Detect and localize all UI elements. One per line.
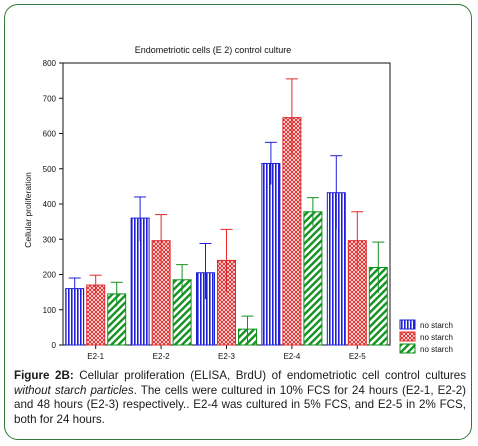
y-tick-label: 100	[43, 306, 57, 315]
caption-text-after: . The cells were cultured in 10% FCS for…	[14, 383, 466, 426]
figure-caption: Figure 2B: Cellular proliferation (ELISA…	[14, 369, 466, 427]
legend-swatch	[399, 319, 416, 330]
legend-swatch	[399, 343, 416, 354]
y-tick-label: 400	[43, 200, 57, 209]
y-tick-label: 0	[52, 341, 57, 350]
y-tick-label: 800	[43, 59, 57, 68]
legend-label: no starch	[420, 321, 453, 330]
y-axis-label: Cellular proliferation	[23, 172, 33, 248]
bar-chart: Endometriotic cells (E 2) control cultur…	[23, 45, 453, 361]
legend-label: no starch	[420, 333, 453, 342]
caption-text-italic: without starch particles	[14, 383, 134, 397]
x-tick-label: E2-5	[349, 352, 366, 361]
x-tick-label: E2-2	[153, 352, 170, 361]
bar	[261, 162, 281, 346]
figure-frame	[4, 4, 472, 440]
caption-label: Figure 2B:	[14, 369, 74, 382]
y-tick-label: 200	[43, 271, 57, 280]
x-tick-label: E2-3	[218, 352, 235, 361]
legend-swatch	[399, 331, 416, 342]
bar	[303, 211, 323, 346]
y-tick-label: 500	[43, 165, 57, 174]
legend-label: no starch	[420, 345, 453, 354]
chart-title: Endometriotic cells (E 2) control cultur…	[135, 45, 292, 55]
caption-text-before: Cellular proliferation (ELISA, BrdU) of …	[73, 369, 466, 382]
y-tick-label: 600	[43, 130, 57, 139]
bar	[86, 284, 106, 346]
x-tick-label: E2-1	[87, 352, 104, 361]
y-tick-label: 300	[43, 235, 57, 244]
y-tick-label: 700	[43, 94, 57, 103]
x-tick-label: E2-4	[283, 352, 300, 361]
